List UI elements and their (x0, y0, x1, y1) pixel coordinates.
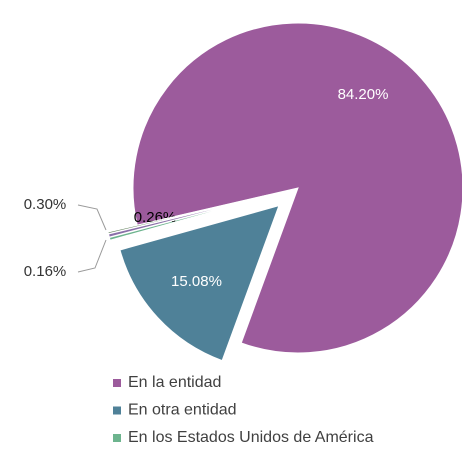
legend-swatch (113, 379, 121, 387)
legend-label: En los Estados Unidos de América (128, 429, 374, 446)
pie-slice (119, 204, 280, 362)
pie-slice (132, 22, 462, 354)
legend-swatch (113, 406, 121, 415)
legend-label: En otra entidad (128, 402, 237, 419)
pie-slice (108, 195, 270, 241)
data-label: 15.08% (171, 273, 222, 290)
leader-line (77, 239, 107, 273)
pie-slice (107, 194, 269, 235)
data-label: 84.20% (338, 86, 389, 103)
data-label: 0.16% (24, 263, 67, 280)
data-label: 0.30% (24, 196, 67, 213)
legend-swatch (113, 434, 121, 442)
leader-line (77, 204, 107, 231)
legend-label: En la entidad (128, 374, 221, 391)
